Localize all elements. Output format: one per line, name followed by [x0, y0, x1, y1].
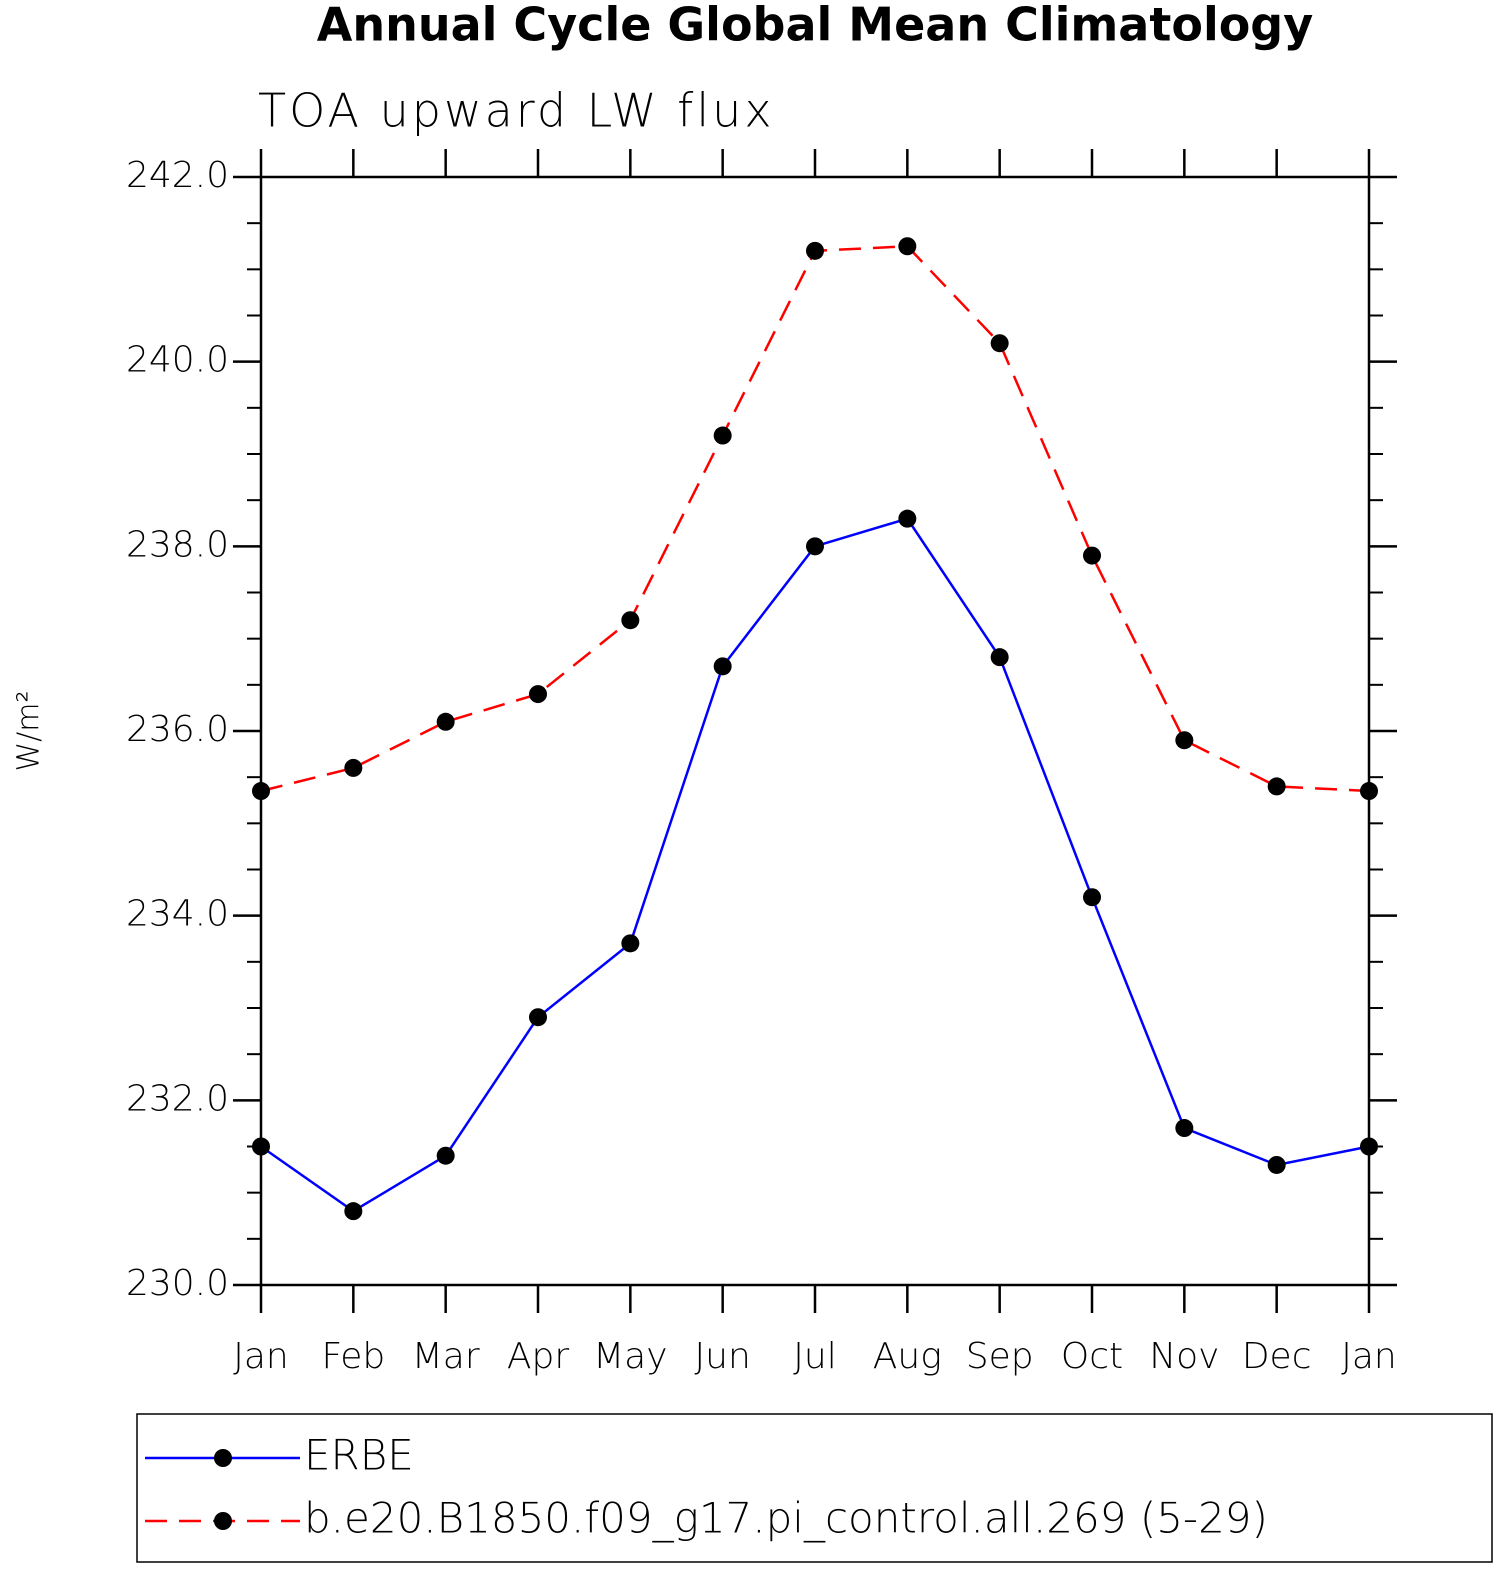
data-point [436, 1146, 455, 1165]
data-point [1267, 777, 1286, 796]
x-tick-label: Jul [793, 1336, 836, 1377]
x-tick-label: Oct [1061, 1336, 1123, 1377]
data-point [252, 1137, 270, 1156]
x-tick-label: Jan [233, 1336, 289, 1377]
legend-marker [214, 1449, 232, 1467]
chart-title: Annual Cycle Global Mean Climatology [317, 0, 1313, 52]
data-point [1175, 1119, 1194, 1138]
y-tick-label: 242.0 [126, 155, 229, 196]
legend-marker [214, 1512, 232, 1530]
legend-label: ERBE [304, 1431, 414, 1480]
data-point [713, 657, 732, 676]
data-point [529, 1008, 547, 1027]
chart-subtitle: TOA upward LW flux [258, 84, 775, 138]
x-tick-label: Jun [695, 1336, 751, 1377]
data-point [898, 509, 917, 528]
data-point [713, 426, 732, 445]
x-tick-label: Sep [966, 1336, 1034, 1377]
x-tick-label: Jan [1341, 1336, 1397, 1377]
data-point [1175, 731, 1194, 750]
data-point [344, 758, 363, 777]
data-point [252, 782, 270, 801]
data-point [1083, 888, 1101, 907]
x-tick-label: Apr [507, 1336, 569, 1377]
x-tick-label: Feb [321, 1336, 385, 1377]
data-point [898, 237, 917, 256]
x-tick-label: Dec [1242, 1336, 1312, 1377]
legend-label: b.e20.B1850.f09_g17.pi_control.all.269 (… [304, 1494, 1268, 1543]
data-point [806, 241, 824, 260]
data-point [806, 537, 824, 556]
data-point [1083, 546, 1101, 565]
y-axis-label: W/m² [12, 690, 47, 771]
x-tick-label: Mar [412, 1336, 480, 1377]
y-tick-label: 232.0 [126, 1078, 229, 1119]
y-tick-label: 236.0 [126, 709, 229, 750]
data-point [1267, 1155, 1286, 1174]
y-tick-label: 234.0 [126, 894, 229, 935]
data-point [529, 685, 547, 704]
x-tick-label: May [593, 1336, 667, 1377]
data-point [436, 712, 455, 731]
y-tick-label: 238.0 [126, 524, 229, 565]
x-tick-label: Aug [873, 1336, 942, 1377]
data-point [1360, 782, 1378, 801]
legend-box [136, 1413, 1493, 1563]
series-line [260, 517, 1370, 1213]
y-tick-label: 240.0 [126, 340, 229, 381]
x-tick-label: Nov [1149, 1336, 1219, 1377]
data-point [990, 648, 1009, 667]
data-point [621, 934, 640, 953]
data-point [344, 1202, 363, 1221]
data-point [990, 334, 1009, 353]
data-point [621, 611, 640, 630]
series-line [260, 244, 1370, 793]
data-point [1360, 1137, 1378, 1156]
y-tick-label: 230.0 [126, 1263, 229, 1304]
